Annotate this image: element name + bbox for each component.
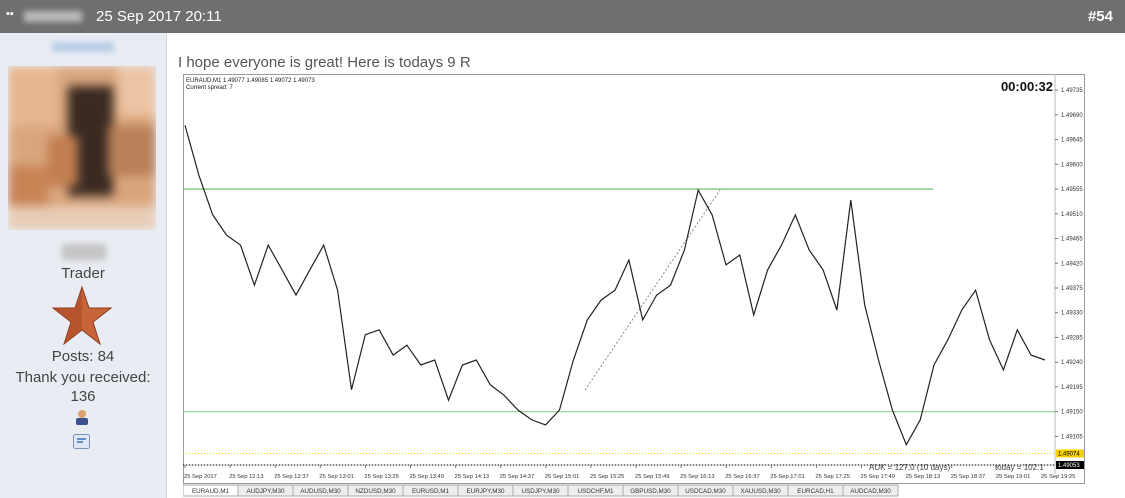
trend-line [584, 189, 721, 391]
x-tick-label: 25 Sep 14:13 [455, 474, 490, 480]
x-tick-label: 25 Sep 13:25 [364, 474, 399, 480]
chart-image: EURAUD,M1 1.49077 1.49085 1.49072 1.4907… [183, 74, 1085, 497]
y-tick-label: 1.49645 [1061, 138, 1083, 144]
marker-label: 1.49074 [1058, 451, 1080, 457]
x-tick-label: 25 Sep 15:49 [635, 474, 670, 480]
avatar[interactable] [8, 66, 156, 230]
y-tick-label: 1.49420 [1061, 261, 1083, 267]
x-tick-label: 25 Sep 16:13 [680, 474, 715, 480]
post-number[interactable]: #54 [1087, 8, 1113, 25]
x-tick-label: 25 Sep 14:37 [500, 474, 535, 480]
x-tick-label: 25 Sep 15:01 [545, 474, 580, 480]
y-tick-label: 1.49105 [1061, 434, 1083, 440]
x-tick-label: 25 Sep 13:49 [410, 474, 445, 480]
user-icon[interactable] [74, 409, 90, 425]
chart-tab-label[interactable]: USDCHF,M1 [577, 488, 614, 495]
marker-box [1056, 449, 1084, 458]
x-tick-label: 25 Sep 17:49 [861, 474, 896, 480]
y-tick-label: 1.49555 [1061, 187, 1083, 193]
x-tick-label: 25 Sep 13:01 [319, 474, 354, 480]
y-tick-label: 1.49330 [1061, 311, 1083, 317]
x-tick-label: 25 Sep 15:25 [590, 474, 625, 480]
post-icon: •▪ [6, 8, 14, 20]
chart-tab-label[interactable]: EURCAD,H1 [797, 488, 834, 495]
chart-tab-label[interactable]: XAUUSD,M30 [740, 488, 781, 495]
x-tick-label: 25 Sep 17:01 [770, 474, 805, 480]
y-tick-label: 1.49195 [1061, 385, 1083, 391]
timer: 00:00:32 [1001, 79, 1053, 94]
y-tick-label: 1.49735 [1061, 88, 1083, 94]
chart-tab-label[interactable]: AUDCAD,M30 [850, 488, 891, 495]
chart-tab-label[interactable]: EURUSD,M1 [412, 488, 450, 495]
x-tick-label: 25 Sep 18:37 [951, 474, 986, 480]
x-tick-label: 25 Sep 18:13 [906, 474, 941, 480]
chart-tab[interactable] [842, 484, 899, 497]
x-tick-label: 25 Sep 16:37 [725, 474, 760, 480]
stat-today: today = 102.1 [995, 463, 1044, 472]
user-title: Trader [61, 265, 105, 282]
chart-tab-label[interactable]: AUDJPY,M30 [246, 488, 285, 495]
username-blur [52, 42, 114, 52]
chart-tab-label[interactable]: AUDUSD,M30 [300, 488, 341, 495]
x-tick-label: 25 Sep 2017 [184, 474, 217, 480]
chart-tab-label[interactable]: EURAUD,M1 [192, 488, 230, 495]
y-tick-label: 1.49690 [1061, 113, 1083, 119]
x-tick-label: 25 Sep 19:25 [1041, 474, 1076, 480]
chart-tab-label[interactable]: USDJPY,M30 [521, 488, 560, 495]
post-count: Posts: 84 [51, 348, 115, 365]
post-header: •▪ 25 Sep 2017 20:11 #54 [0, 0, 1125, 33]
stat-auk: AUK = 127,0 (10 days) [869, 463, 950, 472]
thanks-count: 136 [70, 388, 96, 405]
y-tick-label: 1.49510 [1061, 212, 1083, 218]
chart-tab-label[interactable]: GBPUSD,M30 [630, 488, 671, 495]
chart-frame [183, 74, 1085, 484]
user-sidebar: Trader Posts: 84 Thank you received: 136 [0, 33, 167, 498]
x-tick-label: 25 Sep 19:01 [996, 474, 1031, 480]
y-tick-label: 1.49465 [1061, 237, 1083, 243]
post-text: I hope everyone is great! Here is todays… [178, 54, 471, 71]
symbol-info: EURAUD,M1 1.49077 1.49085 1.49072 1.4907… [186, 78, 315, 84]
spread-info: Current spread: 7 [186, 85, 233, 91]
y-tick-label: 1.49150 [1061, 410, 1083, 416]
chart-tab-label[interactable]: EURJPY,M30 [466, 488, 505, 495]
post-date: 25 Sep 2017 20:11 [96, 8, 222, 25]
rank-blur [62, 244, 106, 260]
chart-tab-label[interactable]: NZDUSD,M30 [355, 488, 396, 495]
y-tick-label: 1.49240 [1061, 360, 1083, 366]
message-icon[interactable] [73, 434, 90, 449]
price-line [184, 125, 1046, 447]
marker-box [1056, 461, 1084, 469]
username-blur [24, 11, 82, 22]
y-tick-label: 1.49600 [1061, 162, 1083, 168]
marker-label: 1.49053 [1058, 463, 1080, 469]
x-tick-label: 25 Sep 17:25 [815, 474, 850, 480]
y-tick-label: 1.49285 [1061, 335, 1083, 341]
x-tick-label: 25 Sep 12:13 [229, 474, 264, 480]
x-tick-label: 25 Sep 12:37 [274, 474, 309, 480]
y-tick-label: 1.49375 [1061, 286, 1083, 292]
chart-tab-label[interactable]: USDCAD,M30 [685, 488, 726, 495]
thanks-label: Thank you received: [15, 369, 151, 386]
rank-star [52, 285, 112, 346]
